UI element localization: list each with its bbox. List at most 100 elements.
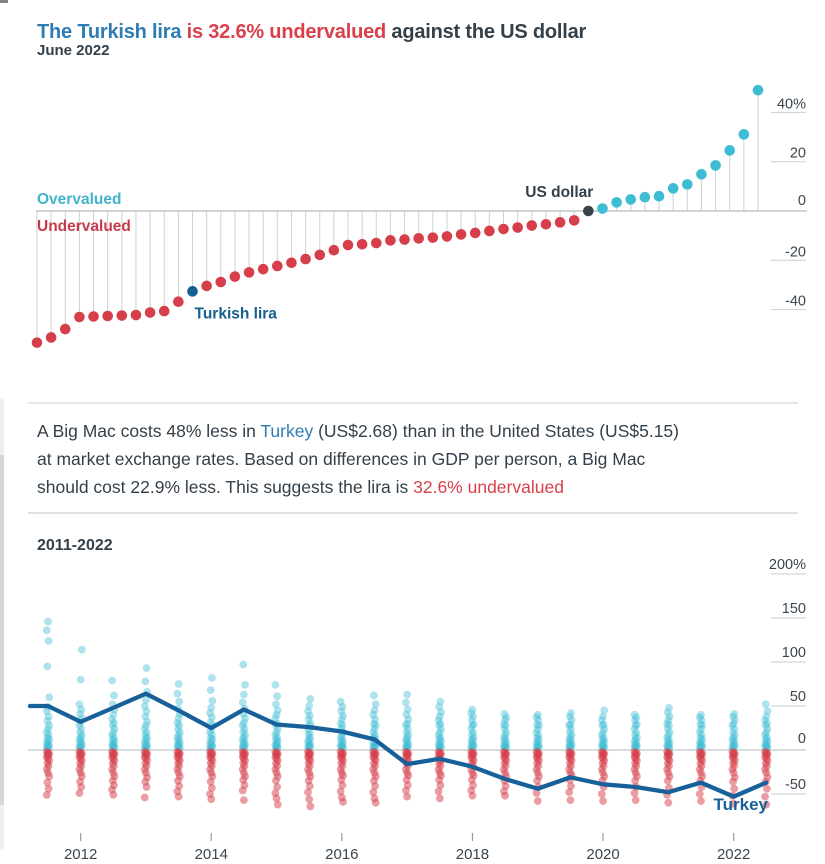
paragraph-segment: (US$2.68) than in the United States (US$… — [313, 421, 679, 441]
summary-paragraph: A Big Mac costs 48% less in Turkey (US$2… — [37, 417, 809, 501]
undervalued-dot — [413, 233, 424, 244]
undervalued-dot — [399, 234, 410, 245]
undervalued-dot — [286, 257, 297, 269]
y-tick-label: 0 — [798, 193, 806, 209]
title-segment: is 32.6% undervalued — [186, 21, 392, 44]
undervalued-dot — [158, 305, 170, 317]
divider-top — [28, 402, 798, 404]
undervalued-dot — [370, 237, 382, 249]
dot-column — [467, 705, 478, 800]
y-axis: 200% 150 100 50 0 -50 — [769, 557, 806, 795]
undervalued-dot — [229, 271, 241, 282]
undervalued-dot — [130, 309, 142, 321]
strip-line-chart: 200% 150 100 50 0 -50 2012 2014 2016 2018 2020 2022… — [27, 557, 806, 863]
paragraph-segment: A Big Mac costs 48% less in — [37, 421, 261, 441]
x-tick-label: 2012 — [64, 846, 97, 863]
x-tick-label: 2020 — [586, 846, 619, 863]
overvalued-dot — [738, 129, 750, 140]
paragraph-line: should cost 22.9% less. This suggests th… — [37, 473, 809, 501]
undervalued-dot — [427, 232, 439, 243]
undervalued-dot — [568, 215, 580, 226]
overvalued-dot — [653, 190, 665, 202]
screen-edge-artifact — [0, 0, 8, 3]
undervalued-dot — [385, 235, 396, 246]
us-dollar-label: US dollar — [525, 184, 593, 201]
turkey-line-label: Turkey — [714, 795, 769, 814]
turkish-lira-dot — [187, 286, 198, 297]
x-axis: 2012 2014 2016 2018 2020 2022 — [64, 833, 750, 863]
paragraph-segment: Turkey — [260, 421, 314, 441]
undervalued-dot — [74, 311, 85, 323]
dot-column — [206, 673, 217, 804]
dot-column — [597, 706, 609, 805]
overvalued-dot — [710, 160, 721, 171]
undervalued-dot — [116, 310, 128, 321]
paragraph-line: at market exchange rates. Based on diffe… — [37, 445, 809, 473]
undervalued-label: Undervalued — [37, 218, 131, 235]
y-axis: 40% 20 0 -20 -40 — [771, 96, 806, 311]
undervalued-dot — [328, 244, 340, 256]
dot-column — [630, 710, 641, 805]
left-scrollbar-thumb[interactable] — [0, 455, 4, 805]
overvalued-dot — [752, 84, 764, 96]
undervalued-dot — [272, 260, 283, 272]
y-tick-label: 150 — [782, 601, 806, 617]
undervalued-dot — [59, 323, 71, 335]
y-tick-label: 50 — [790, 689, 806, 705]
dot-column — [336, 697, 347, 806]
x-tick-label: 2022 — [717, 846, 750, 863]
undervalued-dot — [201, 280, 212, 292]
undervalued-dot — [102, 310, 113, 322]
dot-column — [140, 664, 152, 802]
y-tick-label: 200% — [769, 557, 806, 573]
country-dot-columns — [42, 617, 772, 811]
dot-column — [761, 700, 772, 809]
us-dollar-dot — [583, 205, 594, 217]
undervalued-dot — [144, 307, 156, 318]
undervalued-dot — [314, 249, 326, 261]
overvalued-dot — [682, 179, 693, 190]
dot-column — [369, 691, 380, 807]
overvalued-dot — [639, 191, 651, 203]
overvalued-dot — [696, 168, 707, 180]
lollipop-chart: 40% 20 0 -20 -40 Overvalued Undervalued US doll… — [31, 84, 807, 348]
undervalued-dot — [469, 227, 481, 239]
undervalued-dot — [512, 222, 523, 233]
dot-column — [271, 680, 282, 809]
paragraph-segment: should cost 22.9% less. This suggests th… — [37, 477, 414, 497]
dot-column — [173, 680, 184, 801]
currency-dots — [31, 84, 764, 348]
dot-column — [108, 676, 119, 799]
dot-column — [500, 710, 511, 800]
undervalued-dot — [356, 238, 368, 250]
y-tick-label: -50 — [785, 777, 806, 793]
overvalued-dot — [611, 197, 622, 208]
turkish-lira-label: Turkish lira — [195, 305, 278, 322]
title-segment: against the US dollar — [391, 21, 587, 44]
title-segment: The Turkish lira — [37, 21, 187, 44]
dot-column — [728, 710, 739, 808]
dot-column — [565, 709, 576, 805]
y-tick-label: 0 — [798, 731, 806, 747]
undervalued-dot — [88, 311, 99, 322]
dot-column — [75, 645, 86, 798]
dot-column — [434, 697, 445, 803]
undervalued-dot — [215, 276, 227, 288]
paragraph-segment: 32.6% undervalued — [413, 477, 564, 497]
y-tick-label: 20 — [790, 146, 806, 162]
undervalued-dot — [526, 220, 538, 231]
x-tick-label: 2018 — [456, 846, 489, 863]
undervalued-dot — [257, 263, 269, 275]
undervalued-dot — [173, 296, 184, 308]
overvalued-dot — [597, 203, 608, 214]
y-tick-label: -40 — [785, 294, 806, 310]
date-range-label: 2011-2022 — [37, 537, 113, 554]
dot-column — [695, 710, 707, 805]
turkey-line — [27, 691, 769, 799]
overvalued-label: Overvalued — [37, 191, 121, 208]
undervalued-dot — [45, 332, 57, 343]
y-tick-label: 40% — [777, 96, 806, 112]
divider-bottom — [28, 512, 798, 514]
undervalued-dot — [498, 223, 509, 235]
